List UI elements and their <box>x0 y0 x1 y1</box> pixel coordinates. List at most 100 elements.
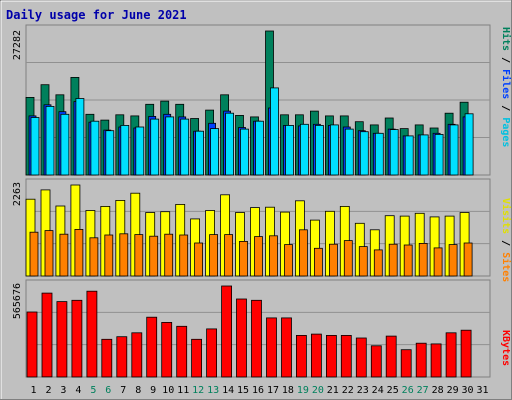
bar-pages <box>150 118 160 176</box>
bar-sites <box>403 244 413 277</box>
bar-sites <box>74 228 84 277</box>
bar-sites <box>239 240 248 277</box>
bar-sites <box>433 247 443 277</box>
x-tick-label: 25 <box>387 385 399 396</box>
bar-sites <box>209 234 219 277</box>
bar-kbytes <box>295 334 307 378</box>
bar-kbytes <box>101 338 113 378</box>
bar-kbytes <box>131 332 143 378</box>
bar-kbytes <box>146 316 158 378</box>
legend-hits-files-pages: Hits / Files / Pages <box>500 27 512 147</box>
bar-kbytes <box>191 338 203 378</box>
bar-pages <box>359 131 369 176</box>
bar-pages <box>449 124 459 176</box>
legend-hits: Hits <box>500 27 512 51</box>
bar-kbytes <box>26 311 38 378</box>
x-tick-label: 17 <box>267 385 279 396</box>
x-tick-label: 5 <box>90 385 96 396</box>
bar-pages <box>165 116 175 176</box>
legend-sites: Sites <box>500 252 512 282</box>
legend-separator: / <box>500 51 511 69</box>
bar-sites <box>418 242 428 277</box>
x-tick-label: 31 <box>476 385 488 396</box>
x-tick-label: 18 <box>282 385 294 396</box>
legend-kbytes: KBytes <box>500 330 511 366</box>
bar-sites <box>44 230 54 277</box>
x-tick-label: 21 <box>327 385 339 396</box>
bar-kbytes <box>176 325 188 378</box>
bar-kbytes <box>266 317 277 378</box>
ymax-label-hits: 27282 <box>12 30 23 60</box>
x-tick-label: 1 <box>30 385 36 396</box>
bar-kbytes <box>281 317 292 378</box>
bar-pages <box>255 120 264 176</box>
bar-pages <box>344 128 354 176</box>
bar-pages <box>240 128 249 176</box>
x-tick-label: 13 <box>207 385 219 396</box>
x-tick-label: 14 <box>222 385 234 396</box>
x-tick-label: 11 <box>177 385 189 396</box>
x-tick-label: 19 <box>297 385 309 396</box>
x-tick-label: 10 <box>162 385 174 396</box>
x-tick-label: 2 <box>45 385 51 396</box>
bar-pages <box>285 125 294 176</box>
bar-pages <box>314 125 324 176</box>
bar-sites <box>373 249 383 277</box>
bar-pages <box>270 87 279 176</box>
bar-sites <box>448 244 458 277</box>
bar-kbytes <box>236 298 247 378</box>
bar-pages <box>60 113 70 176</box>
bar-sites <box>463 242 473 277</box>
bar-sites <box>164 233 174 277</box>
bar-pages <box>195 130 205 176</box>
bar-pages <box>75 98 85 176</box>
bar-pages <box>105 130 115 176</box>
bar-kbytes <box>325 334 337 378</box>
legend-files: Files <box>500 69 512 99</box>
bar-pages <box>419 134 429 176</box>
bar-kbytes <box>310 333 322 378</box>
bar-pages <box>434 133 444 176</box>
x-tick-label: 29 <box>447 385 459 396</box>
bar-pages <box>464 113 474 176</box>
x-tick-label: 7 <box>120 385 126 396</box>
bar-pages <box>30 117 40 176</box>
bar-sites <box>284 244 293 277</box>
legend-pages: Pages <box>500 117 511 147</box>
bar-kbytes <box>460 329 472 378</box>
ymax-label-kbytes: 565676 <box>12 283 23 319</box>
x-tick-label: 28 <box>432 385 444 396</box>
bar-sites <box>328 243 338 277</box>
bar-kbytes <box>340 334 352 378</box>
bar-sites <box>298 229 308 277</box>
chart-title: Daily usage for June 2021 <box>6 8 187 22</box>
bar-kbytes <box>161 321 173 378</box>
x-tick-label: 20 <box>312 385 324 396</box>
bar-sites <box>313 247 323 277</box>
x-tick-label: 30 <box>461 385 473 396</box>
bar-sites <box>149 235 159 277</box>
x-tick-label: 15 <box>237 385 249 396</box>
bar-pages <box>90 120 100 176</box>
bar-sites <box>29 231 39 277</box>
x-axis-labels: 1 2 3 4 5 6 7 8 9 10 11 12 13 14 15 16 17 18 19 20 21 22 23 24 2… <box>30 385 488 396</box>
bar-sites <box>59 233 69 277</box>
legend-separator: / <box>500 234 511 252</box>
x-tick-label: 23 <box>357 385 369 396</box>
bar-sites <box>194 242 204 277</box>
x-tick-label: 22 <box>342 385 354 396</box>
bar-pages <box>389 129 399 176</box>
bar-pages <box>404 135 414 176</box>
bar-sites <box>254 236 263 277</box>
bar-pages <box>210 128 220 176</box>
bar-pages <box>329 124 339 176</box>
bar-pages <box>299 123 309 176</box>
legend-visits: Visits <box>500 198 512 234</box>
bar-sites <box>119 233 129 277</box>
x-tick-label: 3 <box>60 385 66 396</box>
bar-kbytes <box>400 349 412 378</box>
bar-sites <box>343 240 353 277</box>
x-tick-label: 6 <box>105 385 111 396</box>
bar-kbytes <box>221 285 233 378</box>
